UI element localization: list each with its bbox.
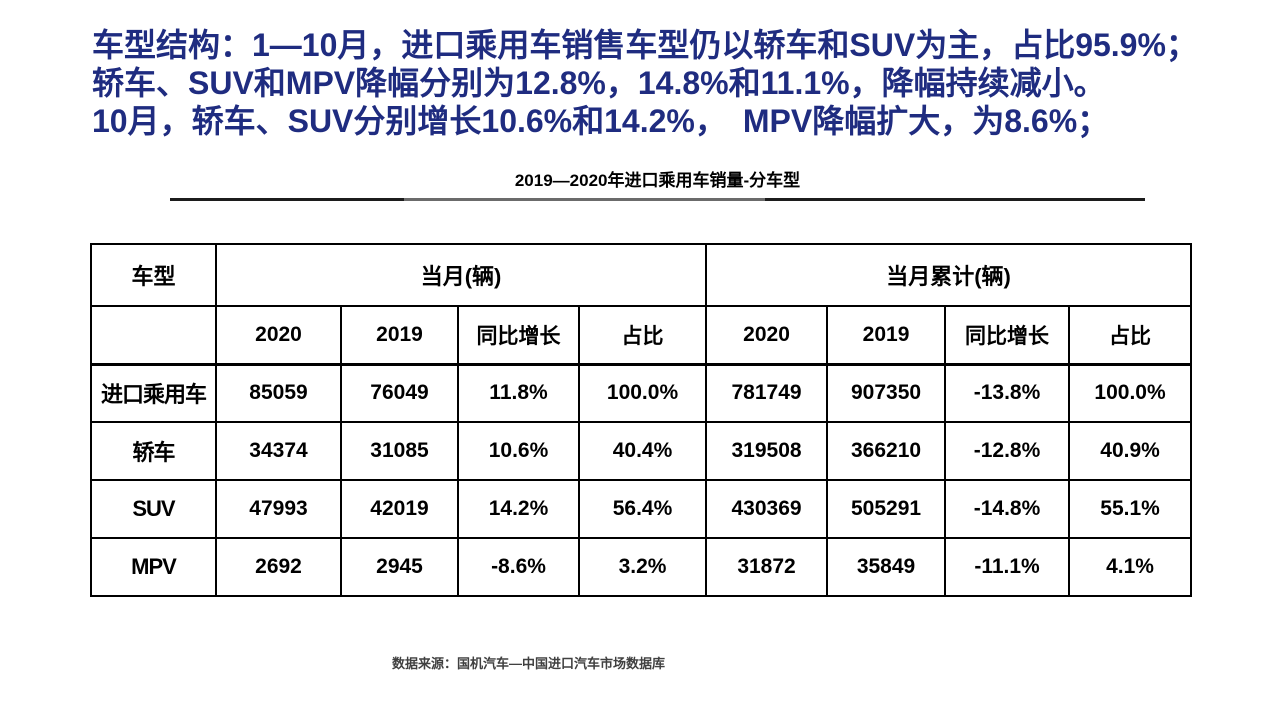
header-current-2020: 2020 <box>215 305 342 366</box>
table-row-imported-total: 进口乘用车 85059 76049 11.8% 100.0% 781749 90… <box>90 363 1193 423</box>
row-label: SUV <box>90 479 217 539</box>
table-cell: 85059 <box>215 363 342 423</box>
header-current-share: 占比 <box>577 305 708 366</box>
table-cell: 366210 <box>826 421 947 481</box>
table-cell: 31085 <box>340 421 459 481</box>
table-cell: 55.1% <box>1068 479 1193 539</box>
sales-table: 车型 当月(辆) 当月累计(辆) 2020 2019 同比增长 占比 2020 … <box>90 243 1193 597</box>
header-empty-cell <box>90 305 217 366</box>
headline-line-1: 车型结构：1—10月，进口乘用车销售车型仍以轿车和SUV为主，占比95.9%； <box>92 27 1198 63</box>
header-cumulative-yoy: 同比增长 <box>944 305 1071 366</box>
table-row-sedan: 轿车 34374 31085 10.6% 40.4% 319508 366210… <box>90 421 1193 481</box>
row-label: 轿车 <box>90 421 217 481</box>
table-cell: 14.2% <box>457 479 580 539</box>
table-cell: 505291 <box>826 479 947 539</box>
row-label: MPV <box>90 537 217 597</box>
table-cell: 2945 <box>340 537 459 597</box>
headline-line-2: 轿车、SUV和MPV降幅分别为12.8%，14.8%和11.1%，降幅持续减小。 <box>92 65 1106 101</box>
table-sub-header-row: 2020 2019 同比增长 占比 2020 2019 同比增长 占比 <box>90 305 1193 366</box>
headline-line-3: 10月，轿车、SUV分别增长10.6%和14.2%， MPV降幅扩大，为8.6%… <box>92 103 1110 139</box>
table-cell: 3.2% <box>577 537 708 597</box>
table-cell: 100.0% <box>1068 363 1193 423</box>
table-cell: 319508 <box>705 421 829 481</box>
table-cell: 35849 <box>826 537 947 597</box>
header-vehicle-type: 车型 <box>90 243 217 307</box>
table-cell: -12.8% <box>944 421 1071 481</box>
table-cell: 100.0% <box>577 363 708 423</box>
table-cell: 781749 <box>705 363 829 423</box>
data-source-note: 数据来源：国机汽车—中国进口汽车市场数据库 <box>392 656 666 671</box>
header-current-2019: 2019 <box>340 305 459 366</box>
header-cumulative-2020: 2020 <box>705 305 829 366</box>
table-group-header-row: 车型 当月(辆) 当月累计(辆) <box>90 243 1193 307</box>
header-cumulative-2019: 2019 <box>826 305 947 366</box>
table-cell: -13.8% <box>944 363 1071 423</box>
row-label: 进口乘用车 <box>90 363 217 423</box>
table-title: 2019—2020年进口乘用车销量-分车型 <box>514 171 801 190</box>
header-cumulative-share: 占比 <box>1068 305 1193 366</box>
table-row-suv: SUV 47993 42019 14.2% 56.4% 430369 50529… <box>90 479 1193 539</box>
title-underline <box>170 198 1145 201</box>
table-cell: 4.1% <box>1068 537 1193 597</box>
table-cell: 11.8% <box>457 363 580 423</box>
table-cell: 40.9% <box>1068 421 1193 481</box>
table-cell: -8.6% <box>457 537 580 597</box>
table-cell: -11.1% <box>944 537 1071 597</box>
table-cell: 42019 <box>340 479 459 539</box>
table-cell: 40.4% <box>577 421 708 481</box>
table-cell: 10.6% <box>457 421 580 481</box>
header-group-current-month: 当月(辆) <box>214 243 708 307</box>
table-cell: 31872 <box>705 537 829 597</box>
header-group-cumulative: 当月累计(辆) <box>705 243 1193 307</box>
table-cell: 907350 <box>826 363 947 423</box>
table-cell: -14.8% <box>944 479 1071 539</box>
table-cell: 2692 <box>215 537 342 597</box>
table-title-block: 2019—2020年进口乘用车销量-分车型 <box>170 170 1145 201</box>
table-cell: 34374 <box>215 421 342 481</box>
slide-headline: 车型结构：1—10月，进口乘用车销售车型仍以轿车和SUV为主，占比95.9%； … <box>92 26 1232 140</box>
table-cell: 430369 <box>705 479 829 539</box>
table-row-mpv: MPV 2692 2945 -8.6% 3.2% 31872 35849 -11… <box>90 537 1193 597</box>
header-current-yoy: 同比增长 <box>457 305 580 366</box>
table-cell: 56.4% <box>577 479 708 539</box>
table-cell: 47993 <box>215 479 342 539</box>
table-cell: 76049 <box>340 363 459 423</box>
